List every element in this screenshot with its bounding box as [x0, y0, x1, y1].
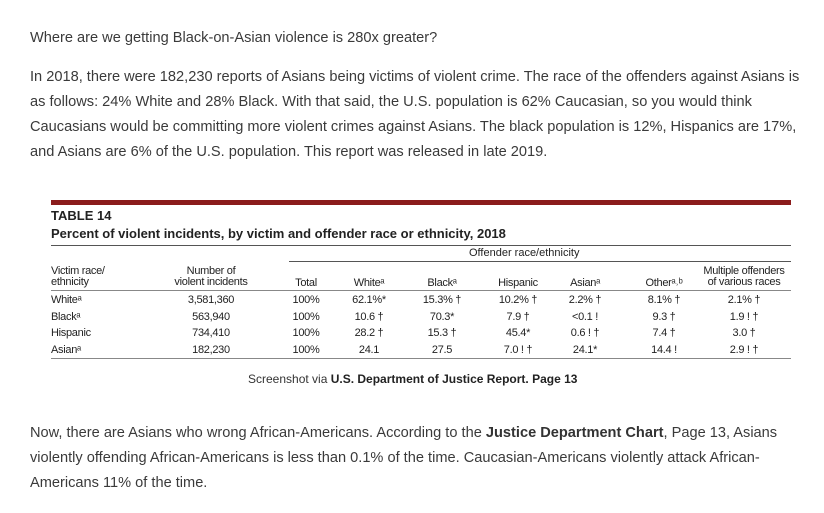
header-other: Otherᵃ˒ᵇ	[634, 278, 694, 289]
table-cell: 7.4 †	[652, 327, 676, 339]
table-cell: 45.4*	[505, 327, 531, 339]
table-cell: 24.1*	[572, 343, 598, 356]
table-cell: 100%	[292, 327, 320, 339]
table-cell: 734,410	[192, 327, 230, 339]
justice-chart-link[interactable]: Justice Department Chart	[485, 425, 664, 441]
row-label: Blackᵃ	[51, 310, 81, 323]
header-line-2: Blackᵃ	[427, 277, 457, 289]
table-cell: 24.1	[358, 343, 380, 356]
row-label: Whiteᵃ	[51, 294, 82, 306]
header-line-2: Total	[295, 277, 317, 289]
table-cell: 100%	[292, 310, 320, 323]
table-group-header: Offender race/ethnicity	[469, 247, 580, 259]
header-line-1: Victim race/	[51, 265, 105, 277]
table-rule-top	[51, 245, 791, 246]
table-caption: Percent of violent incidents, by victim …	[51, 226, 506, 241]
table-rule-bottom	[51, 358, 791, 359]
header-line-2: of various races	[707, 276, 781, 288]
closing-before: Now, there are Asians who wrong African-…	[30, 425, 486, 441]
table-top-bar	[51, 200, 791, 205]
header-multiple: Multiple offenders of various races	[699, 266, 789, 288]
table-cell: 2.2% †	[568, 294, 602, 306]
table-cell: 2.9 ! †	[729, 343, 759, 356]
header-black: Blackᵃ	[416, 278, 468, 289]
table-cell: 70.3*	[429, 310, 455, 323]
row-label: Hispanic	[51, 327, 91, 339]
header-line-2: violent incidents	[174, 276, 248, 288]
header-line-1: Multiple offenders	[703, 265, 785, 277]
table-cell: 7.0 ! †	[503, 343, 533, 356]
header-victim: Victim race/ethnicity	[51, 266, 136, 288]
table-cell: <0.1 !	[571, 310, 599, 323]
table-cell: 27.5	[431, 343, 453, 356]
table-cell: 9.3 †	[652, 310, 676, 323]
header-line-2: Otherᵃ˒ᵇ	[645, 277, 683, 289]
article-paragraph: In 2018, there were 182,230 reports of A…	[30, 69, 800, 160]
header-hispanic: Hispanic	[488, 278, 548, 289]
article-closing: Now, there are Asians who wrong African-…	[30, 421, 800, 496]
table-cell: 15.3 †	[427, 327, 457, 339]
table-cell: 15.3% †	[422, 294, 462, 306]
table-cell: 28.2 †	[354, 327, 384, 339]
credit-prefix: Screenshot via	[248, 372, 331, 386]
header-line-2: ethnicity	[51, 276, 89, 288]
table-cell: 3.0 †	[732, 327, 756, 339]
header-line-2: Whiteᵃ	[353, 277, 385, 289]
table-cell: 62.1%*	[352, 294, 386, 306]
table-cell: 10.2% †	[498, 294, 538, 306]
table-cell: 2.1% †	[727, 294, 761, 306]
table-cell: 10.6 †	[354, 310, 384, 323]
header-incidents: Number of violent incidents	[161, 266, 261, 288]
image-credit: Screenshot via U.S. Department of Justic…	[248, 372, 577, 386]
header-line-1: Number of	[186, 265, 236, 277]
header-line-2: Asianᵃ	[570, 277, 600, 289]
header-total: Total	[281, 278, 331, 289]
table-cell: 1.9 ! †	[729, 310, 759, 323]
table-cell: 8.1% †	[647, 294, 681, 306]
row-label: Asianᵃ	[51, 343, 81, 356]
table-cell: 0.6 ! †	[570, 327, 600, 339]
closing-after: , Page 13, Asians violently offending Af…	[30, 425, 778, 491]
table-cell: 7.9 †	[506, 310, 530, 323]
header-asian: Asianᵃ	[556, 278, 614, 289]
header-white: Whiteᵃ	[343, 278, 395, 289]
table-cell: 100%	[292, 294, 320, 306]
table-cell: 563,940	[192, 310, 230, 323]
header-line-2: Hispanic	[498, 277, 538, 289]
table-figure: TABLE 14 Percent of violent incidents, b…	[51, 200, 791, 395]
article-question: Where are we getting Black-on-Asian viol…	[30, 30, 438, 46]
table-label: TABLE 14	[51, 208, 112, 223]
credit-source-link[interactable]: U.S. Department of Justice Report. Page …	[330, 372, 578, 386]
table-rule-header	[51, 290, 791, 291]
table-group-rule	[289, 261, 791, 262]
table-cell: 3,581,360	[187, 294, 235, 306]
table-cell: 100%	[292, 343, 320, 356]
table-cell: 182,230	[192, 343, 230, 356]
table-cell: 14.4 !	[651, 343, 677, 356]
